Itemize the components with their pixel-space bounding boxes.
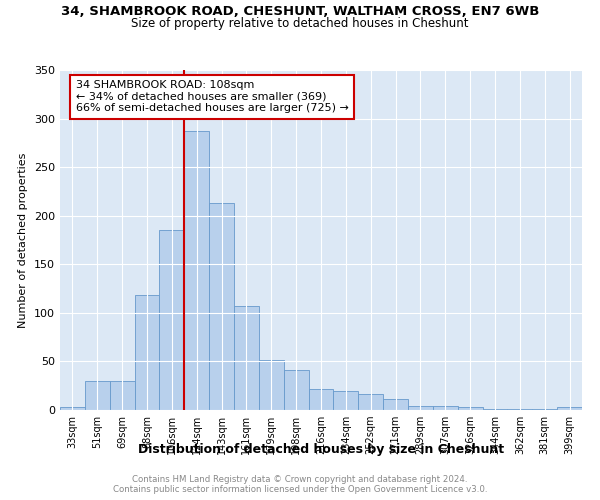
Bar	[134, 296, 160, 410]
Text: Contains HM Land Registry data © Crown copyright and database right 2024.: Contains HM Land Registry data © Crown c…	[132, 475, 468, 484]
Bar	[308, 388, 334, 410]
Bar	[482, 409, 508, 410]
Bar	[160, 230, 184, 410]
Bar	[234, 306, 259, 410]
Bar	[60, 407, 85, 410]
Bar	[508, 409, 532, 410]
Y-axis label: Number of detached properties: Number of detached properties	[19, 152, 28, 328]
Bar	[184, 131, 209, 410]
Bar	[383, 400, 408, 410]
Bar	[433, 406, 458, 410]
Bar	[85, 381, 110, 410]
Bar	[284, 370, 308, 410]
Text: Size of property relative to detached houses in Cheshunt: Size of property relative to detached ho…	[131, 18, 469, 30]
Text: 34 SHAMBROOK ROAD: 108sqm
← 34% of detached houses are smaller (369)
66% of semi: 34 SHAMBROOK ROAD: 108sqm ← 34% of detac…	[76, 80, 349, 114]
Text: 34, SHAMBROOK ROAD, CHESHUNT, WALTHAM CROSS, EN7 6WB: 34, SHAMBROOK ROAD, CHESHUNT, WALTHAM CR…	[61, 5, 539, 18]
Bar	[458, 407, 482, 410]
Text: Distribution of detached houses by size in Cheshunt: Distribution of detached houses by size …	[138, 442, 504, 456]
Bar	[532, 409, 557, 410]
Text: Contains public sector information licensed under the Open Government Licence v3: Contains public sector information licen…	[113, 485, 487, 494]
Bar	[557, 407, 582, 410]
Bar	[110, 381, 134, 410]
Bar	[408, 406, 433, 410]
Bar	[358, 394, 383, 410]
Bar	[259, 360, 284, 410]
Bar	[334, 390, 358, 410]
Bar	[209, 203, 234, 410]
